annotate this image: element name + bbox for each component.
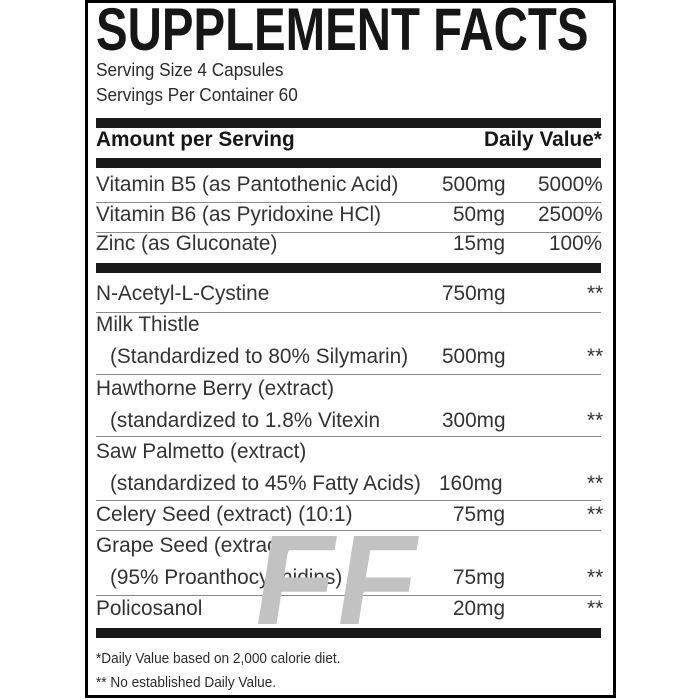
svg-text:F: F [327, 526, 428, 640]
